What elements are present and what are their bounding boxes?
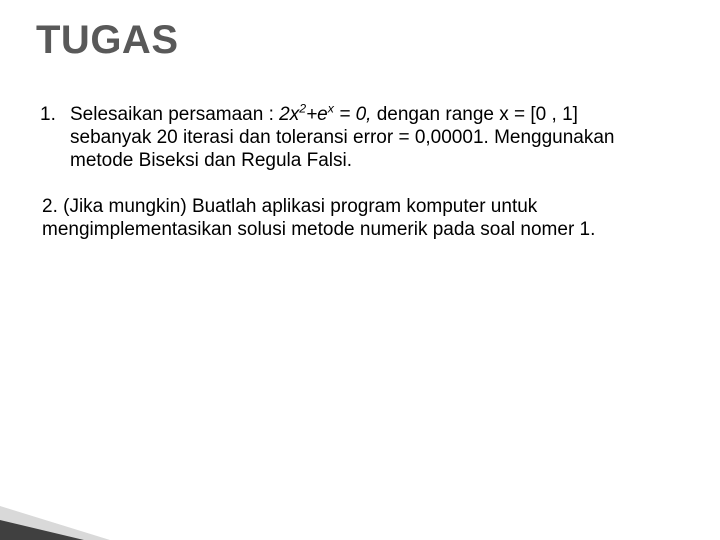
slide-body: 1. Selesaikan persamaan : 2x2+ex = 0, de… xyxy=(36,103,684,241)
item1-eq-part1: 2x xyxy=(279,104,299,125)
item1-lead: Selesaikan persamaan : xyxy=(70,104,279,125)
item1-eq-part2: +e xyxy=(306,104,328,125)
list-item-2: 2. (Jika mungkin) Buatlah aplikasi progr… xyxy=(36,195,684,241)
corner-decoration xyxy=(0,492,140,540)
list-item-1-text: Selesaikan persamaan : 2x2+ex = 0, denga… xyxy=(70,103,684,173)
list-item-1-number: 1. xyxy=(36,103,70,173)
list-item-1: 1. Selesaikan persamaan : 2x2+ex = 0, de… xyxy=(36,103,684,173)
item1-eq-part3: = 0, xyxy=(334,104,372,125)
slide-title: TUGAS xyxy=(36,18,684,63)
item2-text: 2. (Jika mungkin) Buatlah aplikasi progr… xyxy=(42,196,595,240)
slide: TUGAS 1. Selesaikan persamaan : 2x2+ex =… xyxy=(0,0,720,540)
